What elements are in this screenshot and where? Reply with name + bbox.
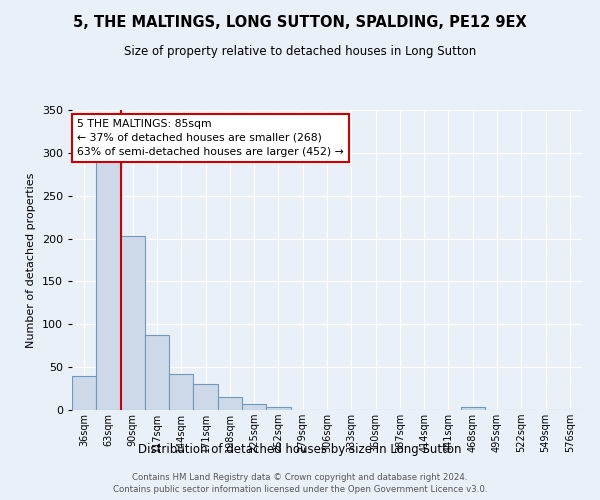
Bar bbox=[145, 336, 169, 410]
Bar bbox=[242, 404, 266, 410]
Y-axis label: Number of detached properties: Number of detached properties bbox=[26, 172, 36, 348]
Bar bbox=[72, 376, 96, 410]
Text: Size of property relative to detached houses in Long Sutton: Size of property relative to detached ho… bbox=[124, 45, 476, 58]
Text: Distribution of detached houses by size in Long Sutton: Distribution of detached houses by size … bbox=[138, 442, 462, 456]
Bar bbox=[218, 397, 242, 410]
Text: Contains HM Land Registry data © Crown copyright and database right 2024.: Contains HM Land Registry data © Crown c… bbox=[132, 472, 468, 482]
Bar bbox=[193, 384, 218, 410]
Text: 5, THE MALTINGS, LONG SUTTON, SPALDING, PE12 9EX: 5, THE MALTINGS, LONG SUTTON, SPALDING, … bbox=[73, 15, 527, 30]
Bar bbox=[121, 236, 145, 410]
Bar bbox=[461, 408, 485, 410]
Bar bbox=[96, 162, 121, 410]
Bar bbox=[169, 374, 193, 410]
Text: 5 THE MALTINGS: 85sqm
← 37% of detached houses are smaller (268)
63% of semi-det: 5 THE MALTINGS: 85sqm ← 37% of detached … bbox=[77, 119, 344, 157]
Bar bbox=[266, 406, 290, 410]
Text: Contains public sector information licensed under the Open Government Licence v3: Contains public sector information licen… bbox=[113, 485, 487, 494]
